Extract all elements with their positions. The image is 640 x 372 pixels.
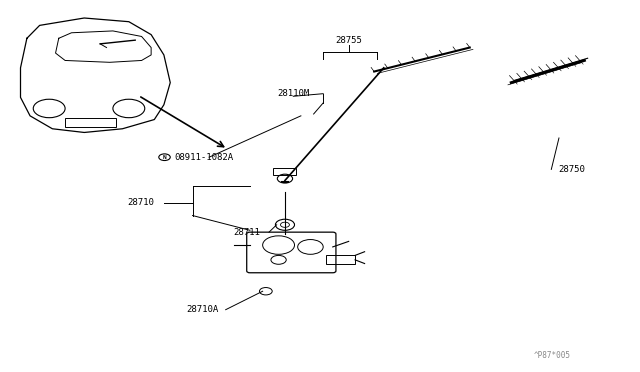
- Text: ^P87*005: ^P87*005: [534, 351, 571, 360]
- Text: 08911-1082A: 08911-1082A: [174, 153, 233, 162]
- Text: 28755: 28755: [335, 36, 362, 45]
- Text: 28110M: 28110M: [277, 89, 309, 98]
- Bar: [326, 256, 355, 263]
- Text: 28710: 28710: [127, 198, 154, 207]
- Text: 28711: 28711: [234, 228, 260, 237]
- Text: 28710A: 28710A: [186, 305, 218, 314]
- Text: 28750: 28750: [558, 165, 585, 174]
- Bar: [65, 118, 116, 127]
- Bar: [273, 167, 296, 175]
- Text: N: N: [163, 155, 166, 160]
